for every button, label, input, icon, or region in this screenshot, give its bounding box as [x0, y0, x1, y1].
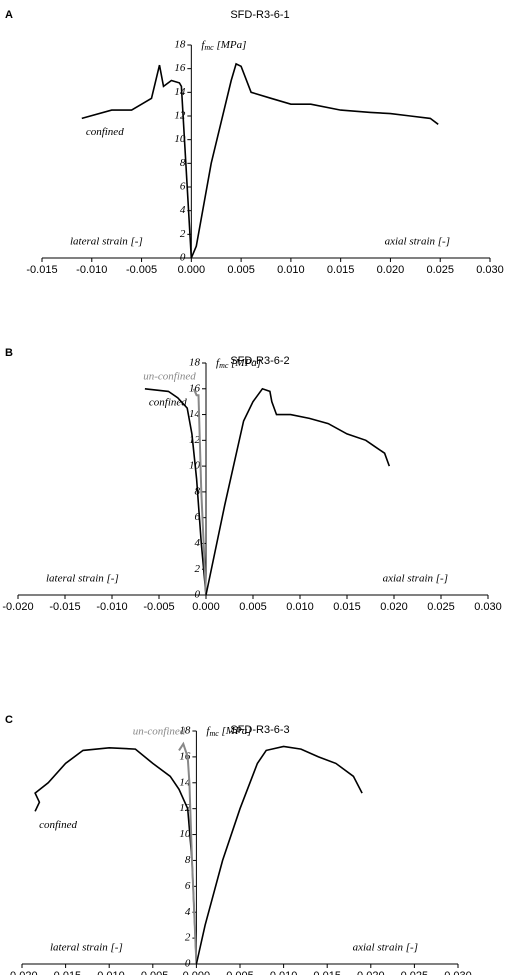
- x-tick-label: 0.025: [426, 264, 454, 276]
- y-tick-label: 6: [195, 511, 201, 523]
- data-line: [178, 741, 198, 965]
- x-tick-label: 0.000: [192, 601, 220, 613]
- y-tick-label: 4: [185, 906, 191, 918]
- x-tick-label: -0.015: [50, 970, 81, 975]
- y-tick-label: 2: [185, 932, 191, 944]
- x-tick-label: 0.005: [227, 264, 255, 276]
- y-tick-label: 6: [185, 880, 191, 892]
- y-tick-label: 16: [174, 62, 186, 74]
- x-tick-label: 0.015: [313, 970, 341, 975]
- x-tick-label: 0.000: [183, 970, 211, 975]
- lateral-label: lateral strain [-]: [70, 236, 143, 248]
- data-line: [190, 62, 439, 259]
- x-tick-label: 0.020: [377, 264, 405, 276]
- panel-label: A: [5, 9, 13, 21]
- x-tick-label: 0.005: [239, 601, 267, 613]
- x-tick-label: 0.030: [444, 970, 472, 975]
- x-tick-label: 0.015: [333, 601, 361, 613]
- data-line: [205, 387, 391, 596]
- y-tick-label: 0: [195, 589, 201, 601]
- y-label-main: f: [216, 357, 221, 369]
- y-tick-label: 16: [179, 750, 191, 762]
- y-tick-label: 10: [174, 133, 186, 145]
- series-label: un-confined: [143, 370, 196, 382]
- x-tick-label: 0.025: [401, 970, 429, 975]
- x-tick-label: 0.030: [476, 264, 504, 276]
- x-tick-label: -0.020: [2, 601, 33, 613]
- y-tick-label: 0: [180, 252, 186, 264]
- x-tick-label: -0.015: [49, 601, 80, 613]
- y-tick-label: 8: [185, 854, 191, 866]
- x-tick-label: -0.005: [137, 970, 168, 975]
- y-label-sub: mc: [219, 361, 229, 370]
- y-axis-label: fmc [MPa]: [201, 39, 246, 52]
- chart-title: SFD-R3-6-3: [230, 724, 289, 736]
- series-label: confined: [149, 396, 187, 408]
- x-tick-label: -0.010: [96, 601, 127, 613]
- y-axis-label: fmc [MPa]: [216, 357, 261, 370]
- chart-title: SFD-R3-6-1: [230, 9, 289, 21]
- x-tick-label: -0.015: [26, 264, 57, 276]
- axial-label: axial strain [-]: [383, 573, 448, 585]
- y-tick-label: 6: [180, 181, 186, 193]
- data-line: [144, 388, 207, 596]
- y-axis-label: fmc [MPa]: [206, 725, 251, 738]
- y-tick-label: 10: [179, 828, 191, 840]
- y-tick-label: 18: [179, 725, 191, 737]
- lateral-label: lateral strain [-]: [46, 573, 119, 585]
- y-tick-label: 18: [189, 357, 201, 369]
- y-label-unit: [MPa]: [228, 357, 261, 369]
- y-label-unit: [MPa]: [219, 725, 252, 737]
- x-tick-label: -0.010: [94, 970, 125, 975]
- y-label-unit: [MPa]: [214, 39, 247, 51]
- y-tick-label: 4: [195, 537, 201, 549]
- panel-label: C: [5, 714, 13, 726]
- lateral-label: lateral strain [-]: [50, 942, 123, 954]
- y-tick-label: 16: [189, 382, 201, 394]
- x-tick-label: 0.020: [357, 970, 385, 975]
- y-tick-label: 14: [174, 86, 186, 98]
- x-tick-label: 0.010: [286, 601, 314, 613]
- data-line: [192, 388, 207, 596]
- series-label: confined: [86, 126, 124, 138]
- x-tick-label: 0.015: [327, 264, 355, 276]
- y-tick-label: 18: [174, 39, 186, 51]
- y-tick-label: 12: [179, 802, 191, 814]
- y-label-sub: mc: [209, 729, 219, 738]
- series-label: un-confined: [133, 725, 186, 737]
- y-tick-label: 0: [185, 958, 191, 970]
- x-tick-label: 0.025: [427, 601, 455, 613]
- data-line: [81, 64, 193, 259]
- axial-label: axial strain [-]: [353, 942, 418, 954]
- y-label-main: f: [206, 725, 211, 737]
- x-tick-label: -0.005: [126, 264, 157, 276]
- y-tick-label: 2: [195, 563, 201, 575]
- x-tick-label: 0.010: [270, 970, 298, 975]
- x-tick-label: 0.010: [277, 264, 305, 276]
- x-tick-label: -0.020: [6, 970, 37, 975]
- x-tick-label: -0.005: [143, 601, 174, 613]
- y-label-main: f: [201, 39, 206, 51]
- x-tick-label: -0.010: [76, 264, 107, 276]
- y-tick-label: 14: [179, 776, 191, 788]
- series-label: confined: [39, 819, 77, 831]
- y-tick-label: 2: [180, 228, 186, 240]
- data-line: [34, 746, 198, 965]
- y-tick-label: 12: [189, 434, 201, 446]
- chart-title: SFD-R3-6-2: [230, 355, 289, 367]
- y-tick-label: 4: [180, 204, 186, 216]
- x-tick-label: 0.020: [380, 601, 408, 613]
- y-label-sub: mc: [204, 43, 214, 52]
- y-tick-label: 12: [174, 110, 186, 122]
- x-tick-label: 0.030: [474, 601, 502, 613]
- data-line: [195, 745, 363, 965]
- x-tick-label: 0.005: [226, 970, 254, 975]
- axial-label: axial strain [-]: [385, 236, 450, 248]
- y-tick-label: 8: [180, 157, 186, 169]
- y-tick-label: 14: [189, 408, 201, 420]
- x-tick-label: 0.000: [178, 264, 206, 276]
- panel-label: B: [5, 347, 13, 359]
